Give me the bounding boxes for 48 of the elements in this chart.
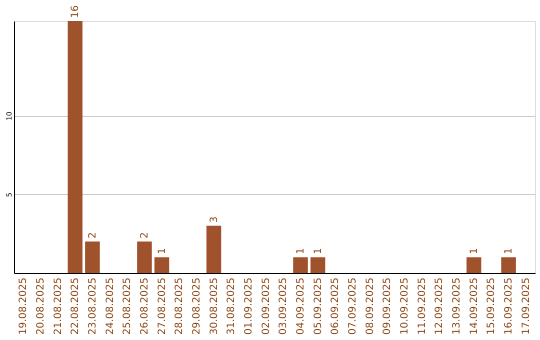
x-tick-label: 26.08.2025 (139, 278, 150, 335)
x-tick-label: 29.08.2025 (191, 278, 202, 335)
data-label: 1 (296, 248, 307, 254)
bar (293, 257, 308, 273)
x-tick-label: 07.09.2025 (348, 278, 359, 335)
bar (85, 242, 100, 273)
x-tick-label: 15.09.2025 (486, 278, 498, 335)
x-tick-label: 03.09.2025 (278, 278, 290, 335)
x-tick-label: 02.09.2025 (260, 278, 272, 335)
data-label: 3 (208, 216, 220, 223)
x-tick-label: 22.08.2025 (70, 278, 82, 335)
x-tick-label: 25.08.2025 (122, 278, 134, 335)
x-tick-label: 23.08.2025 (87, 278, 98, 335)
data-label: 2 (139, 232, 150, 238)
x-tick-label: 13.09.2025 (452, 278, 463, 335)
x-tick-label: 04.09.2025 (296, 278, 307, 335)
x-tick-label: 30.08.2025 (208, 278, 220, 335)
x-tick-label: 11.09.2025 (416, 278, 428, 335)
bar (154, 257, 170, 273)
bar (68, 21, 82, 273)
x-tick-label: 12.09.2025 (434, 278, 446, 335)
x-tick-label: 20.08.2025 (35, 278, 46, 335)
x-tick-label: 05.09.2025 (312, 278, 324, 335)
x-tick-label: 27.08.2025 (156, 278, 168, 335)
x-tick-label: 21.08.2025 (52, 278, 64, 335)
bar (310, 257, 326, 273)
bar (137, 242, 152, 273)
x-tick-label: 14.09.2025 (468, 278, 480, 335)
data-label: 1 (312, 248, 324, 254)
bar (501, 257, 516, 273)
data-label: 1 (156, 248, 168, 254)
bar (466, 257, 482, 273)
x-tick-label: 09.09.2025 (382, 278, 394, 335)
x-tick-label: 16.09.2025 (504, 278, 515, 335)
data-label: 1 (504, 248, 515, 254)
x-tick-label: 28.08.2025 (174, 278, 186, 335)
x-tick-label: 10.09.2025 (400, 278, 411, 335)
x-tick-label: 01.09.2025 (243, 278, 254, 335)
x-tick-label: 06.09.2025 (330, 278, 342, 335)
data-label: 1 (468, 248, 480, 254)
x-tick-label: 19.08.2025 (18, 278, 30, 335)
x-tick-label: 17.09.2025 (520, 278, 532, 335)
data-label: 2 (87, 232, 98, 238)
x-tick-label: 08.09.2025 (364, 278, 376, 335)
x-tick-label: 24.08.2025 (104, 278, 116, 335)
x-tick-label: 31.08.2025 (226, 278, 238, 335)
data-label: 16 (70, 5, 82, 18)
bar (206, 226, 222, 273)
